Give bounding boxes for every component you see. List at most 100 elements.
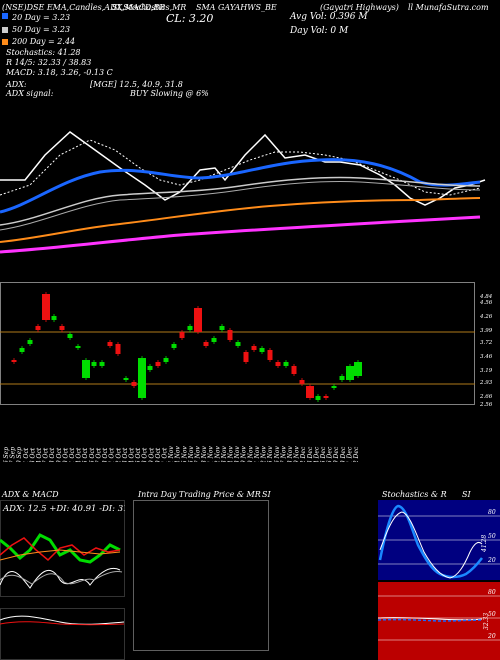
price-axis-label: 3.46 — [480, 354, 493, 360]
price-axis-label: 2.93 — [479, 380, 493, 386]
candle — [354, 362, 362, 376]
stochastics-panel: 80 50 20 41.28 80 50 20 32.33 — [378, 500, 500, 660]
date-axis-label: 12 Dec — [353, 446, 360, 462]
candle — [323, 396, 329, 398]
date-axis-label: 30 Oct — [155, 447, 162, 462]
date-axis-label: 07 Oct — [43, 447, 50, 462]
header: (NSE)DSE EMA,Candles,ADX,MACD,BB SI,Stoc… — [0, 0, 500, 80]
macd-value: MACD: 3.18, 3.26, -0.13 C — [6, 68, 113, 77]
candle — [339, 376, 345, 380]
date-axis-label: 01 Oct — [23, 447, 30, 462]
date-axis-label: 11 Oct — [69, 447, 76, 462]
indicators-label: (NSE)DSE EMA,Candles,ADX,MACD,BB — [2, 3, 166, 12]
date-axis-label: 11 Nov — [208, 446, 215, 462]
macd-line — [0, 615, 125, 625]
candle — [291, 366, 297, 374]
candle — [82, 360, 90, 378]
candle — [59, 326, 65, 330]
candle — [75, 346, 81, 348]
candle-chart: 4.844.56 4.26 3.99 3.72 3.46 3.19 2.93 2.66 2.56… — [0, 282, 493, 462]
date-axis-label: 22 Oct — [115, 447, 122, 462]
ema-20-label: 20 Day = 3.23 — [12, 13, 71, 22]
price-axis-label: 4.84 — [479, 294, 493, 300]
date-axis-label: 28 Nov — [287, 446, 294, 462]
candle — [219, 326, 225, 330]
adx-signal-label: ADX signal: — [6, 89, 54, 98]
price-axis-label: 4.56 — [479, 300, 493, 306]
company-label: (Gayatri Highways) — [320, 3, 399, 12]
stochastics-value: Stochastics: 41.28 — [6, 48, 81, 57]
date-axis-label: 04 Oct — [36, 447, 43, 462]
adx-signal-text: BUY Slowing @ 6% — [130, 89, 209, 98]
adx-red-line — [0, 537, 121, 562]
date-axis-label: 25 Oct — [135, 447, 142, 462]
date-axis-label: 20 Nov — [247, 446, 254, 462]
candle — [227, 330, 233, 340]
date-axis-label: 25 Nov — [267, 446, 274, 462]
date-axis-label: 31 Oct — [161, 447, 168, 462]
rsi-axis-80: 80 — [488, 589, 496, 596]
date-axis-label: 02 Dec — [300, 446, 307, 462]
candle — [35, 326, 41, 330]
date-axis-label: 21 Oct — [109, 447, 116, 462]
candle — [123, 378, 129, 380]
rsi-axis-20: 20 — [487, 633, 496, 640]
intraday-panel — [133, 500, 269, 651]
date-axis-label: 03 Oct — [29, 447, 36, 462]
stochastics-label: SI,Stochastics,MR — [112, 3, 187, 12]
date-axis-label: 03 Dec — [307, 446, 314, 462]
date-axis-label: 06 Nov — [188, 446, 195, 462]
candle — [235, 342, 241, 346]
date-axis-label: 26 Sep — [3, 447, 10, 462]
candle — [251, 346, 257, 350]
candle — [27, 340, 33, 344]
adx-label: ADX: — [6, 80, 27, 89]
macd-white-line — [0, 567, 121, 589]
date-axis-label: 09 Dec — [333, 446, 340, 462]
price-axis-label: 2.66 — [479, 394, 493, 400]
date-axis-label: 27 Sep — [10, 447, 17, 462]
date-axis-label: 23 Oct — [122, 447, 129, 462]
macd-white-line-2 — [0, 571, 123, 585]
date-axis-label: 07 Nov — [195, 446, 202, 462]
ema-20-swatch — [2, 13, 8, 19]
candle — [42, 294, 50, 320]
stoch-d-line — [379, 511, 483, 579]
rsi-value: 32.33 — [483, 613, 490, 630]
date-axis-label: 18 Oct — [102, 447, 109, 462]
candle — [283, 362, 289, 366]
date-axis-label: 30 Sep — [16, 447, 23, 462]
date-axis-label: 05 Nov — [181, 446, 188, 462]
intraday-si-label: SI — [262, 490, 271, 499]
date-axis-label: 12 Nov — [214, 446, 221, 462]
stoch-si-label: SI — [462, 490, 471, 499]
price-line — [0, 131, 486, 206]
date-axis-label: 16 Oct — [89, 447, 96, 462]
intraday-panel-frame — [133, 500, 269, 651]
candle — [243, 352, 249, 362]
stoch-axis-20: 20 — [487, 557, 496, 564]
sma-label: SMA — [196, 3, 216, 12]
candle — [155, 362, 161, 366]
candle — [331, 386, 337, 388]
date-axis-label: 18 Nov — [234, 446, 241, 462]
ema-50-thin-line — [0, 180, 481, 231]
date-axis-label: 29 Oct — [148, 447, 155, 462]
price-axis-label: 3.99 — [480, 328, 493, 334]
date-axis-label: 08 Nov — [201, 446, 208, 462]
date-axis-label: 26 Nov — [274, 446, 281, 462]
price-axis-label: 4.26 — [479, 314, 493, 320]
day-volume: Day Vol: 0 M — [290, 26, 349, 36]
candle — [306, 386, 314, 398]
stoch-panel-title: Stochastics & R — [382, 490, 447, 499]
candle — [194, 308, 202, 332]
candle — [275, 362, 281, 366]
ticker-label: GAYAHWS_BE — [218, 3, 277, 12]
date-axis-label: 06 Dec — [327, 446, 334, 462]
date-axis-label: 10 Dec — [340, 446, 347, 462]
adx-green-line — [0, 533, 121, 564]
stoch-value: 41.28 — [481, 535, 488, 553]
si-value: R 14/5: 32.33 / 38.83 — [6, 58, 92, 67]
candle — [163, 358, 169, 362]
ema-chart — [0, 131, 486, 254]
